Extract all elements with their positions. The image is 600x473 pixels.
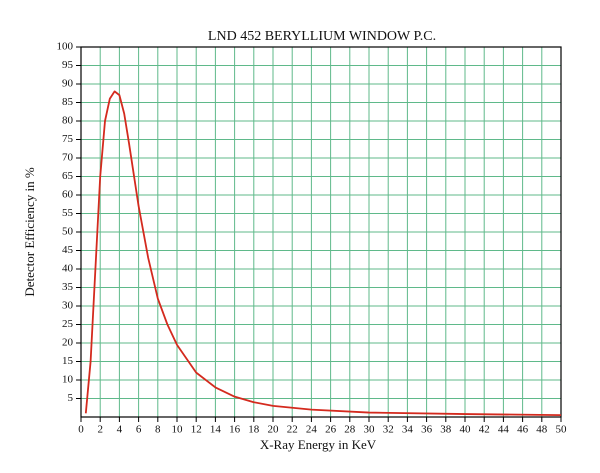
x-tick-label: 0: [78, 424, 84, 436]
x-tick-label: 12: [191, 424, 202, 436]
x-tick-label: 26: [325, 424, 337, 436]
y-tick-label: 75: [62, 133, 74, 145]
x-tick-label: 6: [136, 424, 142, 436]
x-tick-label: 30: [364, 424, 376, 436]
x-tick-label: 50: [556, 424, 568, 436]
y-tick-label: 70: [62, 152, 74, 164]
y-tick-label: 100: [57, 41, 74, 53]
y-tick-label: 50: [62, 226, 74, 238]
x-tick-label: 16: [229, 424, 241, 436]
x-tick-label: 8: [155, 424, 161, 436]
y-tick-label: 60: [62, 189, 74, 201]
y-tick-label: 35: [62, 281, 74, 293]
x-tick-label: 40: [460, 424, 472, 436]
x-tick-label: 28: [344, 424, 356, 436]
y-tick-label: 95: [62, 59, 74, 71]
y-tick-label: 5: [68, 392, 74, 404]
x-tick-label: 10: [172, 424, 184, 436]
y-tick-label: 40: [62, 263, 74, 275]
x-tick-label: 4: [117, 424, 123, 436]
x-tick-label: 20: [268, 424, 280, 436]
y-tick-label: 30: [62, 300, 74, 312]
x-tick-label: 42: [479, 424, 490, 436]
y-axis-label: Detector Efficiency in %: [22, 167, 37, 297]
x-tick-label: 36: [421, 424, 433, 436]
x-tick-label: 34: [402, 424, 414, 436]
x-tick-label: 18: [248, 424, 260, 436]
x-axis-label: X-Ray Energy in KeV: [260, 437, 377, 452]
y-tick-label: 65: [62, 170, 74, 182]
x-tick-label: 2: [97, 424, 103, 436]
y-tick-label: 55: [62, 207, 74, 219]
x-tick-label: 32: [383, 424, 394, 436]
x-tick-label: 46: [517, 424, 529, 436]
y-tick-label: 15: [62, 355, 74, 367]
y-tick-label: 90: [62, 78, 74, 90]
x-tick-label: 38: [440, 424, 452, 436]
y-tick-label: 85: [62, 96, 74, 108]
y-tick-label: 10: [62, 374, 74, 386]
x-tick-label: 48: [536, 424, 548, 436]
y-tick-label: 20: [62, 337, 74, 349]
y-tick-label: 45: [62, 244, 74, 256]
x-tick-label: 44: [498, 424, 510, 436]
y-tick-label: 80: [62, 115, 74, 127]
x-tick-label: 14: [210, 424, 222, 436]
data-line: [84, 90, 562, 417]
plot-frame: [80, 46, 562, 418]
chart-title: LND 452 BERYLLIUM WINDOW P.C.: [208, 29, 436, 44]
x-tick-label: 24: [306, 424, 318, 436]
y-tick-label: 25: [62, 318, 74, 330]
x-tick-label: 22: [287, 424, 298, 436]
